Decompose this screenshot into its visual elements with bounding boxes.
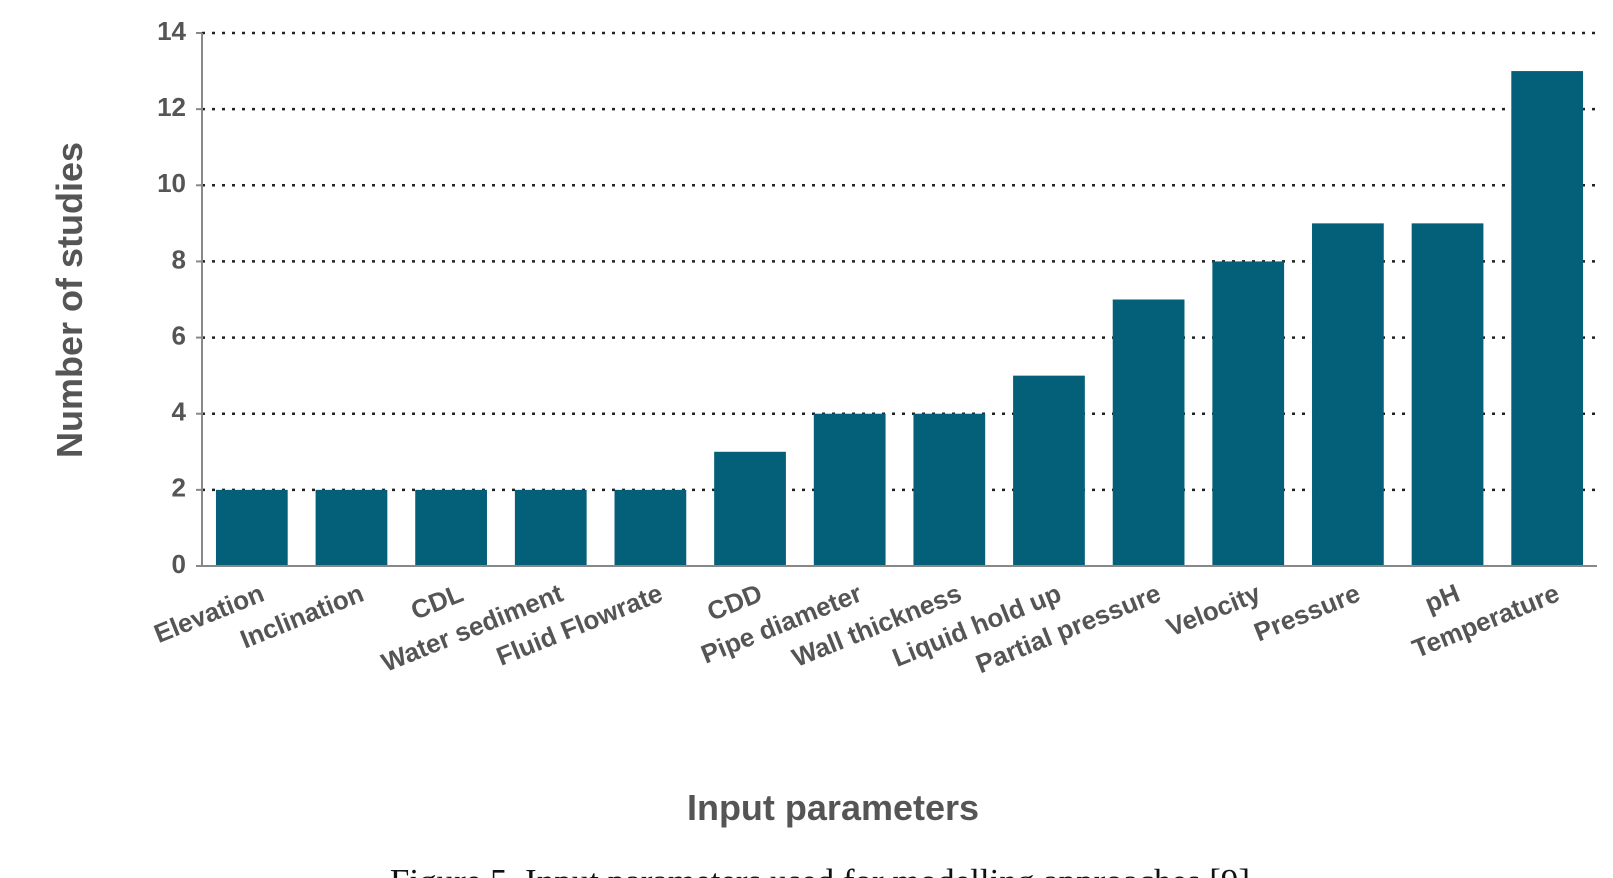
bar	[1212, 261, 1285, 566]
y-tick-label: 8	[172, 244, 186, 274]
bar	[913, 413, 986, 566]
bar	[315, 489, 388, 566]
bar	[415, 489, 487, 566]
y-tick-label: 12	[157, 92, 186, 122]
y-tick-label: 10	[157, 168, 186, 198]
bar	[1013, 375, 1085, 566]
x-tick-label: Velocity	[1162, 578, 1265, 643]
bar	[215, 489, 288, 566]
bar	[1411, 223, 1484, 566]
x-axis-title: Input parameters	[687, 787, 979, 828]
x-tick-label: Pressure	[1250, 578, 1364, 648]
y-tick-label: 6	[172, 320, 186, 350]
y-tick-label: 2	[172, 473, 186, 503]
bar	[1112, 299, 1185, 566]
bar	[1312, 223, 1384, 566]
bar	[1511, 71, 1584, 567]
bar	[714, 451, 786, 566]
y-tick-label: 0	[172, 549, 186, 579]
bar	[614, 489, 687, 566]
x-tick-label: pH	[1420, 578, 1463, 619]
y-axis-title: Number of studies	[49, 142, 90, 458]
bar	[813, 413, 886, 566]
caption: Figure 5. Input parameters used for mode…	[390, 862, 1250, 878]
y-tick-label: 4	[172, 397, 187, 427]
y-tick-label: 14	[157, 16, 186, 46]
bar	[514, 489, 587, 566]
